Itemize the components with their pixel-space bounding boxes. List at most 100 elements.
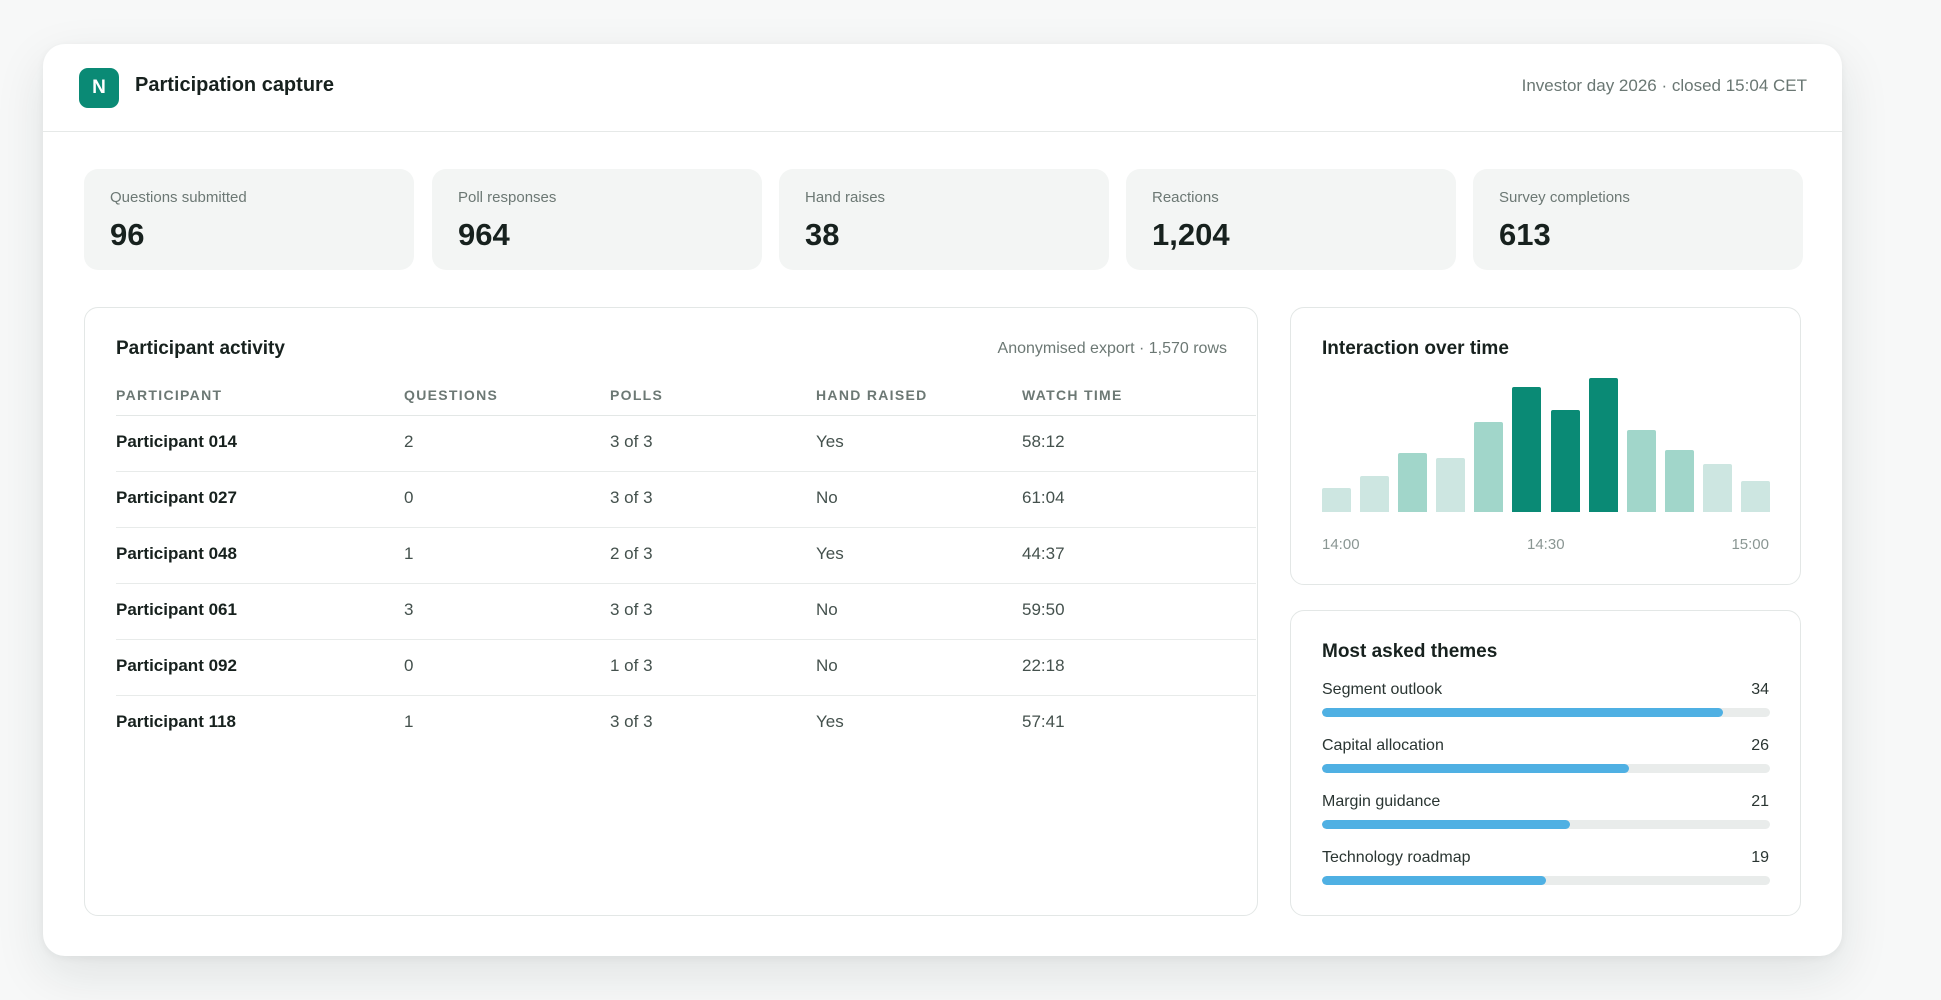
stat-value: 964: [458, 217, 510, 252]
chart-bar: [1474, 422, 1504, 512]
table-row[interactable]: Participant 014 2 3 of 3 Yes 58:12: [116, 415, 1256, 472]
stat-value: 1,204: [1152, 217, 1230, 252]
theme-bar-fill: [1322, 764, 1629, 773]
app-title: Participation capture: [135, 74, 334, 96]
theme-bar-fill: [1322, 708, 1723, 717]
stat-label: Questions submitted: [110, 189, 247, 206]
theme-bar-track: [1322, 876, 1770, 885]
watch-time-value: 58:12: [1022, 432, 1065, 451]
stat-value: 38: [805, 217, 840, 252]
polls-count: 3 of 3: [610, 712, 653, 731]
questions-count: 0: [404, 488, 414, 507]
event-status: Investor day 2026 · closed 15:04 CET: [1521, 76, 1807, 95]
watch-time-value: 57:41: [1022, 712, 1065, 731]
chart-bar: [1664, 450, 1694, 512]
chart-bar: [1360, 476, 1390, 512]
participant-activity-panel: Participant activity Anonymised export ·…: [84, 307, 1258, 916]
interaction-chart-panel: Interaction over time 14:00 14:30 15:00: [1290, 307, 1801, 585]
panel-title: Participant activity: [116, 338, 285, 359]
hand-raised-value: Yes: [816, 544, 844, 563]
theme-count: 26: [1751, 737, 1769, 754]
chart-bar: [1398, 453, 1428, 512]
stat-card-polls: Poll responses 964: [432, 169, 762, 270]
app-logo: N: [79, 68, 119, 108]
interaction-bar-chart: [1322, 378, 1770, 512]
hand-raised-value: No: [816, 656, 838, 675]
theme-label: Segment outlook: [1322, 681, 1443, 698]
theme-bar-fill: [1322, 876, 1546, 885]
questions-count: 0: [404, 656, 414, 675]
theme-bar-track: [1322, 764, 1770, 773]
theme-bar-fill: [1322, 820, 1570, 829]
polls-count: 3 of 3: [610, 432, 653, 451]
table-row[interactable]: Participant 092 0 1 of 3 No 22:18: [116, 639, 1256, 696]
stat-label: Reactions: [1152, 189, 1219, 206]
stat-label: Hand raises: [805, 189, 886, 206]
theme-count: 34: [1751, 681, 1769, 698]
theme-label: Margin guidance: [1322, 793, 1441, 810]
watch-time-value: 44:37: [1022, 544, 1065, 563]
polls-count: 1 of 3: [610, 656, 653, 675]
stat-card-surveys: Survey completions 613: [1473, 169, 1803, 270]
chart-bar: [1702, 464, 1732, 512]
stat-label: Poll responses: [458, 189, 557, 206]
stat-card-hand-raises: Hand raises 38: [779, 169, 1109, 270]
chart-bar: [1322, 488, 1352, 512]
participant-name: Participant 118: [116, 712, 237, 731]
participant-name: Participant 014: [116, 432, 237, 451]
stat-card-questions: Questions submitted 96: [84, 169, 414, 270]
participant-name: Participant 061: [116, 600, 237, 619]
stat-value: 96: [110, 217, 145, 252]
participant-name: Participant 027: [116, 488, 237, 507]
polls-count: 3 of 3: [610, 600, 653, 619]
theme-label: Technology roadmap: [1322, 849, 1471, 866]
x-tick-label: 14:00: [1322, 536, 1360, 553]
hand-raised-value: No: [816, 600, 838, 619]
x-tick-label: 14:30: [1527, 536, 1565, 553]
column-header-questions[interactable]: QUESTIONS: [404, 387, 499, 403]
chart-bar: [1436, 458, 1466, 512]
dashboard-card: N Participation capture Investor day 202…: [43, 44, 1842, 956]
table-header: PARTICIPANT QUESTIONS POLLS HAND RAISED …: [116, 379, 1256, 416]
participant-name: Participant 092: [116, 656, 237, 675]
themes-panel: Most asked themes Segment outlook 34 Cap…: [1290, 610, 1801, 916]
stat-card-reactions: Reactions 1,204: [1126, 169, 1456, 270]
hand-raised-value: No: [816, 488, 838, 507]
theme-label: Capital allocation: [1322, 737, 1444, 754]
app-header: N Participation capture Investor day 202…: [43, 44, 1842, 132]
export-info: Anonymised export · 1,570 rows: [997, 340, 1227, 357]
participant-name: Participant 048: [116, 544, 237, 563]
theme-count: 21: [1751, 793, 1769, 810]
watch-time-value: 61:04: [1022, 488, 1065, 507]
stat-value: 613: [1499, 217, 1551, 252]
stat-label: Survey completions: [1499, 189, 1630, 206]
chart-bar: [1740, 481, 1770, 512]
chart-bar: [1626, 430, 1656, 512]
questions-count: 1: [404, 544, 414, 563]
theme-bar-track: [1322, 820, 1770, 829]
polls-count: 2 of 3: [610, 544, 653, 563]
table-row[interactable]: Participant 027 0 3 of 3 No 61:04: [116, 471, 1256, 528]
column-header-polls[interactable]: POLLS: [610, 387, 664, 403]
theme-count: 19: [1751, 849, 1769, 866]
column-header-participant[interactable]: PARTICIPANT: [116, 387, 223, 403]
chart-bar: [1550, 410, 1580, 512]
column-header-watch-time[interactable]: WATCH TIME: [1022, 387, 1123, 403]
x-tick-label: 15:00: [1731, 536, 1769, 553]
panel-title: Interaction over time: [1322, 338, 1509, 359]
chart-bar: [1512, 387, 1542, 512]
watch-time-value: 22:18: [1022, 656, 1065, 675]
questions-count: 2: [404, 432, 414, 451]
panel-title: Most asked themes: [1322, 641, 1498, 662]
hand-raised-value: Yes: [816, 432, 844, 451]
questions-count: 3: [404, 600, 414, 619]
table-row[interactable]: Participant 048 1 2 of 3 Yes 44:37: [116, 527, 1256, 584]
questions-count: 1: [404, 712, 414, 731]
watch-time-value: 59:50: [1022, 600, 1065, 619]
table-row[interactable]: Participant 118 1 3 of 3 Yes 57:41: [116, 695, 1256, 751]
theme-bar-track: [1322, 708, 1770, 717]
polls-count: 3 of 3: [610, 488, 653, 507]
column-header-hand-raised[interactable]: HAND RAISED: [816, 387, 928, 403]
chart-bar: [1588, 378, 1618, 512]
table-row[interactable]: Participant 061 3 3 of 3 No 59:50: [116, 583, 1256, 640]
